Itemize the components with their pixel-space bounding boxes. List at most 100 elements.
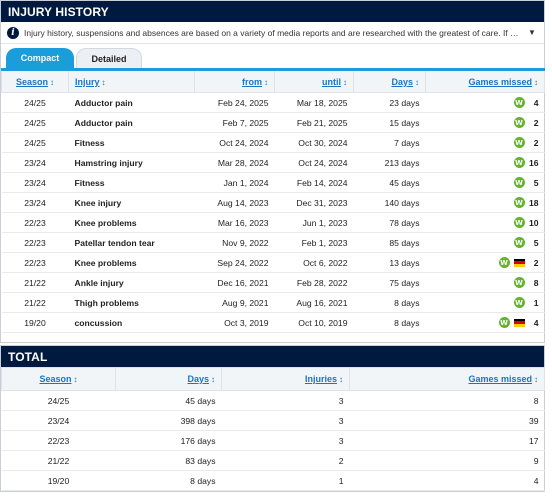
total-column-header-season[interactable]: Season ↕: [1, 367, 116, 391]
days-cell: 75 days: [353, 272, 426, 293]
column-label-season: Season: [15, 76, 48, 87]
season-cell: 23/24: [1, 172, 69, 193]
injury-table-header: Season ↕ Injury ↕ from ↕ until ↕ Days ↕ Games…: [1, 69, 545, 93]
club-crest-icon[interactable]: W: [513, 177, 525, 189]
days-cell: 15 days: [353, 112, 426, 133]
games-missed-value: 4: [533, 317, 539, 328]
until-date-cell: Oct 6, 2022: [274, 252, 354, 273]
injury-cell: Patellar tendon tear: [68, 232, 195, 253]
injury-cell: Hamstring injury: [68, 152, 195, 173]
chevron-down-icon[interactable]: ▼: [528, 28, 536, 37]
days-cell: 8 days: [353, 312, 426, 333]
games-missed-value: 5: [533, 237, 539, 248]
games-missed-value: 4: [533, 97, 539, 108]
club-crest-icon[interactable]: W: [513, 137, 525, 149]
column-header-until[interactable]: until ↕: [274, 69, 354, 93]
season-cell: 24/25: [1, 132, 69, 153]
germany-flag-icon[interactable]: [513, 258, 525, 267]
column-header-from[interactable]: from ↕: [194, 69, 275, 93]
injury-table-body: 24/25 Adductor pain Feb 24, 2025 Mar 18, 20…: [1, 92, 545, 333]
table-row: 21/22 Ankle injury Dec 16, 2021 Feb 28, 202…: [1, 272, 545, 293]
games-missed-value: 18: [528, 197, 539, 208]
column-header-season[interactable]: Season ↕: [1, 69, 69, 93]
total-column-label-days: Days: [187, 374, 209, 384]
column-label-from: from: [242, 76, 262, 87]
days-cell: 13 days: [353, 252, 426, 273]
table-row: 24/25 Adductor pain Feb 24, 2025 Mar 18, 20…: [1, 92, 545, 113]
sort-icon: ↕: [73, 375, 78, 384]
sort-icon: ↕: [415, 77, 419, 87]
games-missed-cell: 8: [349, 390, 545, 411]
until-date-cell: Feb 14, 2024: [274, 172, 354, 193]
days-cell: 8 days: [353, 292, 426, 313]
table-row: 19/20 concussion Oct 3, 2019 Oct 10, 2019 8 …: [1, 312, 545, 333]
column-header-games-missed[interactable]: Games missed ↕: [425, 69, 545, 93]
games-missed-cell: W 10: [425, 212, 545, 233]
injury-cell: Thigh problems: [68, 292, 195, 313]
info-text: Injury history, suspensions and absences…: [24, 27, 522, 38]
sort-icon: ↕: [50, 77, 54, 87]
until-date-cell: Oct 24, 2024: [274, 152, 354, 173]
club-crest-icon[interactable]: W: [513, 157, 525, 169]
games-missed-cell: W 18: [425, 192, 545, 213]
sort-icon: ↕: [534, 77, 538, 87]
games-missed-cell: 17: [349, 430, 545, 451]
season-cell: 21/22: [1, 292, 69, 313]
club-crest-icon[interactable]: W: [513, 117, 525, 129]
club-crest-icon[interactable]: W: [513, 97, 525, 109]
days-cell: 23 days: [353, 92, 426, 113]
season-cell: 22/23: [1, 252, 69, 273]
games-missed-value: 2: [533, 137, 539, 148]
table-row: 22/23 176 days 3 17: [1, 430, 545, 451]
from-date-cell: Nov 9, 2022: [194, 232, 275, 253]
club-crest-icon[interactable]: W: [513, 297, 525, 309]
table-row: 23/24 Knee injury Aug 14, 2023 Dec 31, 2023…: [1, 192, 545, 213]
total-column-header-games-missed[interactable]: Games missed ↕: [349, 367, 545, 391]
tab-detailed[interactable]: Detailed: [76, 48, 142, 68]
club-crest-icon[interactable]: W: [513, 217, 525, 229]
total-table-body: 24/25 45 days 3 8 23/24 398 days 3 39 22/23 176 d…: [1, 390, 545, 491]
from-date-cell: Aug 14, 2023: [194, 192, 275, 213]
games-missed-cell: 4: [349, 470, 545, 491]
days-cell: 45 days: [353, 172, 426, 193]
total-column-header-days[interactable]: Days ↕: [115, 367, 222, 391]
tab-compact[interactable]: Compact: [6, 48, 74, 68]
injury-cell: Adductor pain: [68, 112, 195, 133]
table-row: 22/23 Knee problems Sep 24, 2022 Oct 6, 202…: [1, 252, 545, 273]
injury-cell: Adductor pain: [68, 92, 195, 113]
column-header-days[interactable]: Days ↕: [353, 69, 426, 93]
club-crest-icon[interactable]: W: [513, 277, 525, 289]
from-date-cell: Oct 24, 2024: [194, 132, 275, 153]
total-table: Season ↕ Days ↕ Injuries ↕ Games missed ↕ 24…: [1, 367, 545, 491]
season-cell: 21/22: [1, 272, 69, 293]
club-crest-icon[interactable]: W: [513, 197, 525, 209]
from-date-cell: Aug 9, 2021: [194, 292, 275, 313]
club-crest-icon[interactable]: W: [513, 237, 525, 249]
days-cell: 78 days: [353, 212, 426, 233]
table-row: 21/22 Thigh problems Aug 9, 2021 Aug 16, 20…: [1, 292, 545, 313]
total-table-header: Season ↕ Days ↕ Injuries ↕ Games missed ↕: [1, 367, 545, 391]
games-missed-value: 1: [533, 297, 539, 308]
total-panel: TOTAL Season ↕ Days ↕ Injuries ↕ Games miss…: [0, 345, 545, 492]
column-header-injury[interactable]: Injury ↕: [68, 69, 195, 93]
total-column-header-injuries[interactable]: Injuries ↕: [221, 367, 350, 391]
view-tabs: Compact Detailed: [1, 48, 544, 68]
table-row: 24/25 45 days 3 8: [1, 390, 545, 411]
germany-flag-icon[interactable]: [513, 318, 525, 327]
info-bar: i Injury history, suspensions and absenc…: [1, 22, 544, 44]
sort-icon: ↕: [264, 77, 268, 87]
season-cell: 22/23: [1, 430, 116, 451]
until-date-cell: Mar 18, 2025: [274, 92, 354, 113]
from-date-cell: Feb 7, 2025: [194, 112, 275, 133]
table-row: 24/25 Fitness Oct 24, 2024 Oct 30, 2024 7 da…: [1, 132, 545, 153]
sort-icon: ↕: [101, 77, 106, 87]
until-date-cell: Dec 31, 2023: [274, 192, 354, 213]
column-label-injury: Injury: [75, 76, 100, 87]
club-crest-icon[interactable]: W: [498, 317, 510, 329]
days-cell: 83 days: [115, 450, 222, 471]
club-crest-icon[interactable]: W: [498, 257, 510, 269]
